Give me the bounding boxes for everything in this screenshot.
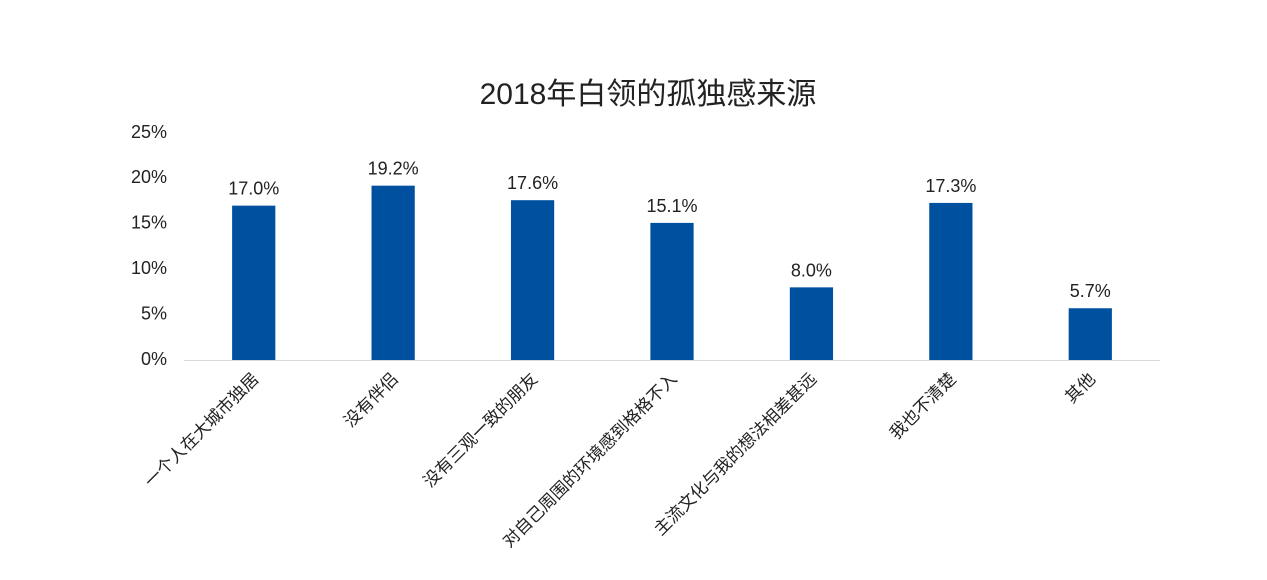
value-label: 19.2% xyxy=(368,159,419,179)
value-label: 5.7% xyxy=(1070,281,1111,301)
y-tick-label: 15% xyxy=(131,213,167,233)
x-tick-label: 没有伴侣 xyxy=(340,369,402,431)
y-tick-label: 20% xyxy=(131,167,167,187)
y-tick-label: 25% xyxy=(131,122,167,142)
bar xyxy=(232,205,276,360)
x-tick-label: 主流文化与我的想法相差甚远 xyxy=(651,369,821,539)
value-label: 17.6% xyxy=(507,173,558,193)
value-label: 15.1% xyxy=(646,196,697,216)
bar xyxy=(1068,308,1112,360)
x-tick-label: 其他 xyxy=(1062,369,1099,406)
bar xyxy=(789,287,834,360)
y-tick-label: 5% xyxy=(141,303,167,323)
bar xyxy=(371,185,415,360)
chart-title: 2018年白领的孤独感来源 xyxy=(480,78,817,111)
x-tick-label: 我也不清楚 xyxy=(886,369,960,443)
bar xyxy=(929,202,973,360)
bar xyxy=(650,222,694,360)
x-tick-label: 没有三观一致的朋友 xyxy=(420,369,542,491)
x-tick-label: 一个人在大城市独居 xyxy=(141,369,263,491)
bar xyxy=(510,200,555,360)
y-tick-label: 0% xyxy=(141,349,167,369)
value-label: 17.3% xyxy=(925,176,976,196)
value-label: 17.0% xyxy=(228,179,279,199)
y-tick-label: 10% xyxy=(131,258,167,278)
value-label: 8.0% xyxy=(791,260,832,280)
